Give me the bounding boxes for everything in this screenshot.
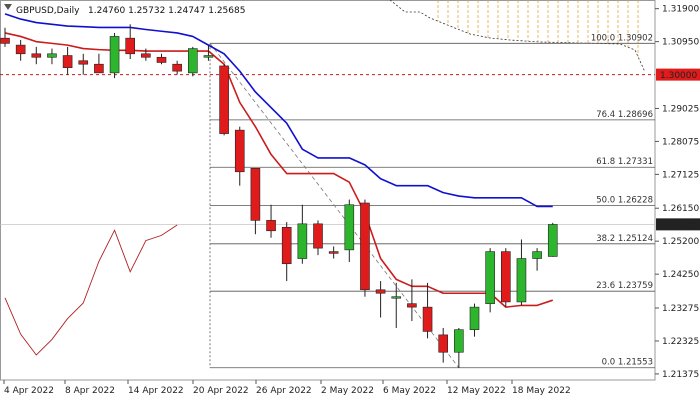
candlestick-series [0, 24, 558, 368]
blue-indicator-line [4, 13, 553, 208]
price-tick-label: 1.22325 [662, 337, 699, 347]
price-tick-label: 1.26150 [662, 204, 699, 214]
bullish-candle [297, 223, 308, 259]
bullish-candle [454, 329, 464, 353]
price-tick-label: 1.28075 [662, 137, 699, 147]
bearish-candle [250, 168, 261, 221]
bearish-candle [125, 37, 135, 55]
ohlc-readout: 1.24760 1.25732 1.24747 1.25685 [88, 6, 245, 16]
price-tick-label: 1.30950 [662, 38, 699, 48]
bullish-candle [485, 251, 495, 304]
bearish-candle [234, 129, 245, 173]
symbol-label: GBPUSD,Daily [16, 6, 80, 16]
date-tick-label: 8 Apr 2022 [65, 386, 115, 396]
fib-level-label: 76.4 1.28696 [596, 110, 653, 120]
bearish-candle [15, 44, 26, 55]
date-tick-label: 26 Apr 2022 [256, 386, 312, 396]
bearish-candle [438, 334, 449, 353]
price-tick-label: 1.29025 [662, 104, 699, 114]
bearish-candle [156, 56, 167, 63]
fib-level-label: 61.8 1.27331 [596, 157, 653, 167]
bearish-candle [360, 202, 370, 291]
bearish-candle [500, 251, 511, 303]
bearish-candle [422, 306, 433, 332]
bullish-candle [109, 36, 120, 74]
cloud-boundary-line [389, 0, 646, 73]
price-tick-label: 1.25200 [662, 237, 699, 247]
price-tick-label: 1.31900 [662, 5, 699, 15]
bearish-candle [31, 53, 42, 58]
fib-level-label: 0.0 1.21553 [602, 358, 653, 368]
price-tick-label: 1.27125 [662, 170, 699, 180]
bullish-candle [188, 48, 198, 74]
bearish-candle [62, 55, 73, 68]
date-tick-label: 14 Apr 2022 [128, 386, 184, 396]
bearish-candle [375, 289, 386, 294]
chart-header: GBPUSD,Daily 1.24760 1.25732 1.24747 1.2… [4, 4, 245, 16]
date-tick-label: 2 May 2022 [321, 386, 374, 396]
bearish-candle [281, 227, 292, 265]
upper-cloud-area [389, 0, 646, 73]
chart-grid [0, 0, 656, 381]
price-tick-label: 1.24250 [662, 270, 699, 280]
bullish-candle [391, 296, 402, 299]
bullish-candle [344, 204, 355, 251]
bullish-candle [516, 258, 527, 303]
red-indicator-line [4, 32, 554, 308]
bearish-candle [328, 251, 339, 254]
bearish-candle [94, 63, 104, 74]
indicator-lines [4, 13, 554, 356]
current-price-tag-bg [656, 218, 700, 231]
bearish-candle [313, 223, 323, 249]
plot-frame [0, 0, 656, 381]
bearish-candle [78, 60, 89, 65]
bullish-candle [203, 55, 214, 58]
fib-level-label: 23.6 1.23759 [596, 281, 653, 291]
bearish-candle [407, 303, 417, 308]
fib-level-label: 38.2 1.25124 [596, 234, 653, 244]
bullish-candle [547, 224, 558, 257]
bearish-candle [266, 220, 276, 232]
date-tick-label: 18 May 2022 [512, 386, 571, 396]
date-tick-label: 20 Apr 2022 [193, 386, 249, 396]
current-price-tag: 1.25685 [660, 221, 697, 231]
date-tick-label: 4 Apr 2022 [4, 386, 54, 396]
price-axis: 1.31900 1.30950 1.29025 1.28075 1.27125 1.261… [655, 5, 700, 380]
fib-level-label: 100.0 1.30902 [591, 33, 653, 43]
level-1-30000-tag: 1.30000 [660, 71, 697, 81]
bearish-candle [219, 65, 229, 134]
fibonacci-levels: 100.0 1.30902 76.4 1.28696 61.8 1.27331 50.… [0, 33, 655, 369]
bullish-candle [47, 53, 57, 58]
date-tick-label: 12 May 2022 [447, 386, 506, 396]
price-tick-label: 1.23275 [662, 304, 699, 314]
date-axis: 4 Apr 2022 8 Apr 2022 14 Apr 2022 20 Apr 20… [3, 380, 571, 396]
date-tick-label: 6 May 2022 [383, 386, 436, 396]
lower-indicator-line [4, 224, 178, 356]
fib-level-label: 50.0 1.26228 [596, 196, 653, 206]
fib-trend-line [209, 43, 460, 368]
level-1-30000-tag-bg [656, 68, 700, 81]
price-tick-label: 1.21375 [662, 370, 699, 380]
collapse-arrow-icon[interactable] [4, 4, 12, 10]
bullish-candle [532, 251, 542, 259]
bearish-candle [141, 53, 151, 58]
bullish-candle [469, 306, 480, 330]
bearish-candle [172, 63, 182, 72]
bearish-candle [0, 37, 10, 44]
